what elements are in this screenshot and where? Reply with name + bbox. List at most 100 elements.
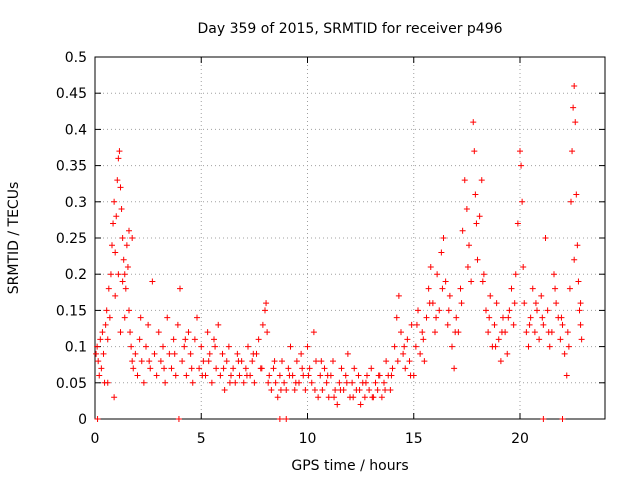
data-point: [164, 314, 171, 321]
data-point: [558, 314, 565, 321]
data-point: [276, 372, 283, 379]
data-point: [545, 329, 552, 336]
data-point: [525, 343, 532, 350]
data-point: [451, 365, 458, 372]
data-point: [155, 329, 162, 336]
data-point: [117, 329, 124, 336]
data-point: [117, 184, 124, 191]
data-point: [300, 372, 307, 379]
data-point: [293, 358, 300, 365]
data-point: [434, 271, 441, 278]
axis-ticks: [94, 56, 605, 420]
data-point: [478, 177, 485, 184]
data-point: [415, 307, 421, 314]
data-point: [324, 372, 331, 379]
data-point: [457, 285, 464, 292]
data-point: [357, 401, 364, 408]
data-point: [119, 278, 126, 285]
data-point: [344, 350, 351, 357]
data-point: [393, 314, 400, 321]
data-point: [529, 285, 536, 292]
data-point: [406, 358, 413, 365]
data-point: [272, 379, 279, 386]
data-point: [279, 358, 285, 365]
x-tick-label: 10: [299, 431, 317, 447]
data-point: [343, 379, 350, 386]
data-point: [574, 242, 581, 249]
data-point: [572, 119, 579, 126]
data-point: [234, 350, 241, 357]
data-point: [463, 206, 470, 213]
data-point: [423, 314, 430, 321]
y-tick-labels: 0 0.05 0.1 0.15 0.2 0.25 0.3 0.35 0.4 0.45 0.5: [56, 50, 87, 428]
data-point: [474, 256, 481, 263]
data-point: [198, 343, 205, 350]
data-point: [571, 82, 578, 89]
data-point: [287, 343, 294, 350]
data-point: [334, 401, 341, 408]
data-point: [126, 307, 132, 314]
data-point: [361, 394, 368, 401]
data-point: [99, 329, 106, 336]
data-point: [200, 358, 207, 365]
data-point: [171, 350, 178, 357]
data-point: [315, 394, 322, 401]
data-point: [276, 416, 283, 422]
data-point: [308, 379, 315, 386]
data-point: [123, 242, 130, 249]
data-point: [221, 387, 228, 394]
data-point: [134, 372, 141, 379]
data-point: [336, 379, 343, 386]
data-point: [191, 336, 198, 343]
data-point: [577, 321, 584, 328]
data-point: [366, 387, 373, 394]
data-point: [113, 213, 120, 220]
data-point: [245, 343, 251, 350]
data-point: [364, 372, 370, 379]
data-point: [521, 300, 528, 307]
data-point: [337, 387, 344, 394]
data-point: [223, 358, 230, 365]
data-point: [160, 343, 166, 350]
data-point: [479, 278, 486, 285]
data-point: [93, 350, 100, 357]
data-point: [161, 365, 168, 372]
data-point: [317, 372, 324, 379]
data-point: [351, 365, 358, 372]
data-point: [332, 387, 339, 394]
data-point: [266, 372, 273, 379]
data-point: [204, 329, 211, 336]
data-point: [299, 365, 306, 372]
data-point: [421, 358, 428, 365]
data-point: [578, 336, 585, 343]
data-point: [400, 350, 407, 357]
data-point: [453, 314, 460, 321]
data-point: [194, 314, 200, 321]
data-point: [497, 358, 504, 365]
data-point: [319, 387, 326, 394]
data-point: [381, 379, 387, 386]
data-point: [511, 300, 518, 307]
data-point: [106, 314, 113, 321]
data-point: [472, 191, 479, 198]
data-point: [486, 314, 493, 321]
data-point: [538, 292, 545, 299]
data-point: [505, 314, 512, 321]
data-point: [168, 365, 175, 372]
data-point: [395, 292, 402, 299]
data-point: [249, 358, 256, 365]
data-point: [205, 358, 212, 365]
data-point: [387, 387, 394, 394]
data-point: [217, 372, 224, 379]
data-point: [563, 372, 570, 379]
data-point: [182, 336, 189, 343]
data-point: [510, 321, 517, 328]
data-point: [433, 314, 440, 321]
data-point: [170, 336, 177, 343]
data-point: [342, 372, 349, 379]
data-point: [402, 365, 409, 372]
data-point: [136, 336, 143, 343]
data-point: [523, 329, 530, 336]
data-point: [140, 379, 147, 386]
data-point: [468, 278, 475, 285]
